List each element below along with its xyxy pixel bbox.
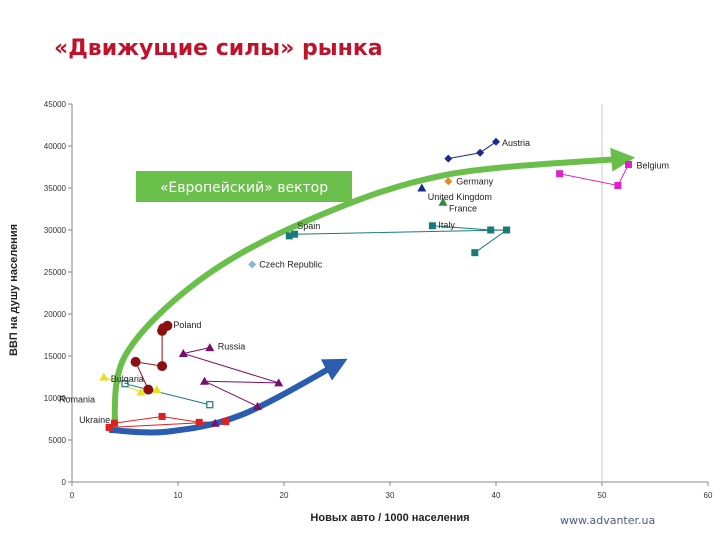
data-point-ukraine — [158, 412, 166, 420]
series-line-austria — [448, 141, 497, 160]
european-vector-callout: «Европейский» вектор — [136, 171, 352, 202]
y-tick-label: 45000 — [44, 100, 67, 109]
data-point-czech-republic — [248, 260, 257, 269]
data-point-spain — [285, 232, 293, 240]
point-label-czech-republic: Czech Republic — [259, 259, 323, 269]
x-tick-label: 40 — [492, 491, 501, 500]
data-point-bulgaria — [99, 372, 109, 381]
x-tick-label: 0 — [70, 491, 75, 500]
y-axis-label: ВВП на душу населения — [8, 224, 20, 356]
y-tick-label: 15000 — [44, 352, 67, 361]
point-label-united-kingdom: United Kingdom — [428, 192, 492, 202]
website-link[interactable]: www.advanter.ua — [560, 514, 656, 527]
data-point-germany — [444, 177, 453, 186]
data-point-spain — [503, 226, 511, 234]
data-point-ukraine — [110, 419, 118, 427]
data-point-poland — [130, 356, 141, 367]
data-points — [99, 137, 632, 431]
data-point-austria — [476, 148, 485, 157]
data-point-bulgaria — [152, 385, 162, 394]
data-point-russia — [253, 401, 262, 410]
x-tick-label: 30 — [386, 491, 395, 500]
data-point-belgium — [614, 181, 622, 189]
data-point-russia — [274, 378, 284, 387]
data-point-ukraine — [105, 423, 113, 431]
y-tick-label: 20000 — [44, 310, 67, 319]
point-label-spain: Spain — [297, 221, 320, 231]
data-point-poland — [143, 384, 154, 395]
page-title: «Движущие силы» рынка — [54, 36, 383, 61]
point-labels: Austria Belgium Germany United KingdomFranc… — [59, 138, 669, 425]
data-point-spain — [291, 230, 299, 238]
y-tick-label: 25000 — [44, 268, 67, 277]
data-point-belgium — [556, 170, 564, 178]
data-point-russia — [200, 376, 209, 385]
point-label-ukraine: Ukraine — [79, 415, 110, 425]
data-point-poland — [157, 361, 168, 372]
y-tick-label: 10000 — [44, 394, 67, 403]
x-axis-label: Новых авто / 1000 населения — [310, 512, 469, 524]
x-tick-label: 50 — [598, 491, 607, 500]
european-vector-label: «Европейский» вектор — [160, 180, 328, 196]
data-point-romania — [121, 380, 129, 388]
series-line-spain — [289, 229, 507, 237]
y-tick-label: 5000 — [48, 436, 66, 445]
y-tick-label: 30000 — [44, 226, 67, 235]
data-point-belgium — [625, 160, 632, 168]
point-label-bulgaria: Bulgaria — [111, 374, 144, 384]
point-label-poland: Poland — [173, 320, 201, 330]
x-tick-label: 60 — [704, 491, 713, 500]
data-point-poland — [157, 325, 168, 336]
y-tick-label: 0 — [62, 478, 67, 487]
point-label-austria: Austria — [502, 138, 530, 148]
point-label-italy: Italy — [438, 220, 455, 230]
data-point-france — [438, 197, 448, 206]
series-line-romania — [124, 383, 210, 406]
y-tick-label: 35000 — [44, 184, 67, 193]
data-point-bulgaria — [136, 387, 146, 396]
chart-axes: 0 10 20 30 40 50 60 0 5000 10000 15000 20000 25000 30… — [44, 100, 713, 500]
point-label-france: France — [449, 203, 477, 213]
point-label-germany: Germany — [456, 176, 494, 186]
series-line-russia — [181, 347, 279, 424]
data-point-italy — [428, 222, 436, 230]
data-point-austria — [492, 137, 500, 146]
green-arrow — [111, 147, 636, 433]
data-point-ukraine — [195, 418, 203, 426]
x-tick-label: 20 — [280, 491, 289, 500]
data-point-ukraine — [222, 418, 230, 426]
data-point-romania — [206, 401, 214, 409]
point-label-belgium: Belgium — [637, 160, 670, 170]
data-point-russia — [210, 418, 220, 427]
point-label-russia: Russia — [218, 342, 246, 352]
data-point-united-kingdom — [417, 183, 427, 192]
data-point-russia — [205, 343, 215, 352]
data-point-italy — [471, 249, 479, 257]
y-tick-label: 40000 — [44, 142, 67, 151]
x-tick-label: 10 — [174, 491, 183, 500]
point-label-romania: Romania — [59, 395, 95, 405]
data-point-italy — [487, 226, 495, 234]
data-point-austria — [444, 154, 453, 163]
data-point-russia — [178, 348, 188, 357]
